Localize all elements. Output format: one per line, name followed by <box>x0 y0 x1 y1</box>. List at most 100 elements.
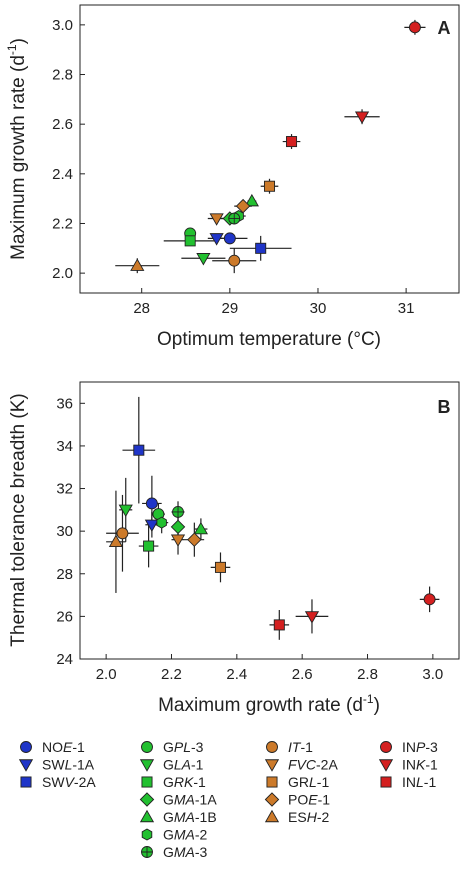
panel-b-marks <box>106 396 440 640</box>
legend-marker-INP-3 <box>380 741 392 753</box>
legend-label-INK-1: INK-1 <box>402 757 438 773</box>
panel-a-point-IT-1 <box>228 254 241 267</box>
panel-a-xtick-label: 29 <box>221 300 238 317</box>
legend-label-GMA-1B: GMA-1B <box>163 809 217 825</box>
panel-b-xlabel-sup: -1 <box>363 692 374 706</box>
panel-b-point-GMA-1A <box>170 519 186 535</box>
legend-label-IT-1: IT-1 <box>288 739 313 755</box>
legend-label-GLA-1: GLA-1 <box>163 757 204 773</box>
legend-label-GMA-3: GMA-3 <box>163 844 208 860</box>
legend-marker-POE-1 <box>264 792 280 807</box>
legend-marker-GLA-1 <box>139 759 155 772</box>
panel-b-xtick-label: 2.0 <box>96 666 117 683</box>
panel-a-point-SWV-2A <box>255 242 267 254</box>
panel-b-xtick-label: 2.8 <box>357 666 378 683</box>
panel-b-point-GRK-1 <box>143 540 155 552</box>
panel-b-ytick-label: 30 <box>56 523 73 540</box>
panel-a-xtick-label: 30 <box>310 300 327 317</box>
panel-b-point-GRL-1 <box>214 561 227 573</box>
panel-b-frame <box>79 381 460 660</box>
panel-b: 2.0 2.2 2.4 2.6 2.8 3.0 24 26 28 30 32 34 36 B Maxim… <box>8 381 460 716</box>
legend-marker-IT-1 <box>266 741 278 753</box>
panel-b-point-POE-1 <box>187 532 202 547</box>
legend-marker-SWL-1A <box>18 759 34 772</box>
panel-b-point-GMA-1B <box>193 521 208 535</box>
panel-a-point-INK-1 <box>354 111 370 124</box>
panel-b-xtick-label: 2.2 <box>161 666 182 683</box>
legend-marker-FVC-2A <box>264 759 280 772</box>
legend-marker-GRL-1 <box>266 776 278 788</box>
panel-a-point-GRL-1 <box>263 180 276 192</box>
legend-label-GPL-3: GPL-3 <box>163 739 204 755</box>
panel-b-ytick-label: 34 <box>56 438 73 455</box>
panel-b-point-GMA-2 <box>156 516 167 529</box>
panel-b-point-FVC-2A <box>170 534 186 547</box>
panel-a-point-GMA-3-cross <box>228 213 240 225</box>
panel-a-ylabel: Maximum growth rate (d-1) <box>5 38 29 260</box>
panel-a-ylabel-tail: ) <box>8 38 29 44</box>
legend-marker-INL-1 <box>380 776 392 788</box>
panel-b-point-SWV-2A <box>133 444 145 456</box>
panel-b-xlabel-tail: ) <box>374 695 380 716</box>
panel-a-ylabel-sup: -1 <box>5 44 19 55</box>
panel-b-ytick-label: 24 <box>56 651 73 668</box>
panel-a-point-INP-3 <box>408 21 421 34</box>
legend-marker-NOE-1 <box>20 741 32 753</box>
legend-label-INL-1: INL-1 <box>402 774 436 790</box>
panel-a: 28 29 30 31 2.0 2.2 2.4 2.6 2.8 3.0 A Optimum tem… <box>5 4 460 350</box>
legend-label-SWL-1A: SWL-1A <box>42 757 95 773</box>
panel-b-xtick-label: 2.4 <box>226 666 247 683</box>
panel-a-point-GMA-1B <box>244 193 259 207</box>
panel-b-point-INP-3 <box>423 593 436 606</box>
panel-b-point-GLA-1 <box>118 504 133 518</box>
panel-a-xtick-label: 28 <box>133 300 150 317</box>
panel-b-ytick-label: 36 <box>56 395 73 412</box>
legend-label-POE-1: POE-1 <box>288 792 330 808</box>
panel-b-point-SWL-1A <box>144 519 159 532</box>
panel-b-point-INL-1 <box>273 619 285 631</box>
panel-a-point-POE-1 <box>235 198 251 214</box>
legend-marker-ESH-2 <box>264 809 280 823</box>
panel-b-ytick-label: 26 <box>56 608 73 625</box>
legend-label-GMA-2: GMA-2 <box>163 827 208 843</box>
panel-b-xtick-label: 2.6 <box>292 666 313 683</box>
panel-a-point-GLA-1 <box>196 253 211 266</box>
panel-b-xtick-label: 3.0 <box>422 666 443 683</box>
legend-marker-SWV-2A <box>20 776 32 788</box>
panel-b-axes: 2.0 2.2 2.4 2.6 2.8 3.0 24 26 28 30 32 34 36 <box>56 395 443 683</box>
legend-marker-GMA-1A <box>139 792 155 807</box>
panel-a-axes: 28 29 30 31 2.0 2.2 2.4 2.6 2.8 3.0 <box>52 17 414 317</box>
panel-b-xlabel-main: Maximum growth rate (d <box>158 695 363 716</box>
panel-a-frame <box>79 4 460 294</box>
panel-a-ytick-label: 3.0 <box>52 17 73 34</box>
panel-a-ylabel-main: Maximum growth rate (d <box>8 55 29 260</box>
panel-a-point-GRK-1 <box>184 235 196 247</box>
panel-b-point-NOE-1 <box>145 497 158 510</box>
legend-label-FVC-2A: FVC-2A <box>288 757 338 773</box>
panel-a-xlabel: Optimum temperature (°C) <box>157 329 381 350</box>
legend-marker-GMA-2 <box>141 828 153 841</box>
panel-a-label: A <box>438 18 451 38</box>
panel-b-point-IT-1 <box>116 527 129 540</box>
legend-label-GRL-1: GRL-1 <box>288 774 329 790</box>
panel-a-xtick-label: 31 <box>398 300 415 317</box>
panel-b-point-INK-1 <box>304 611 320 624</box>
panel-a-point-FVC-2A <box>209 213 224 226</box>
panel-a-marks <box>115 19 426 274</box>
legend-marker-GPL-3 <box>141 741 153 753</box>
legend-marker-GMA-1B <box>139 809 155 823</box>
panel-a-point-ESH-2 <box>130 258 145 271</box>
panel-a-ytick-label: 2.8 <box>52 67 73 84</box>
panel-a-point-NOE-1 <box>223 232 236 245</box>
legend: NOE-1SWL-1ASWV-2AGPL-3GLA-1GRK-1GMA-1AGM… <box>18 739 438 860</box>
legend-label-ESH-2: ESH-2 <box>288 809 329 825</box>
legend-marker-GRK-1 <box>141 776 153 788</box>
panel-a-ytick-label: 2.6 <box>52 116 73 133</box>
legend-label-SWV-2A: SWV-2A <box>42 774 96 790</box>
panel-a-point-SWL-1A <box>209 233 224 246</box>
legend-marker-GMA-3-cross <box>141 846 153 858</box>
legend-marker-INK-1 <box>378 759 394 772</box>
legend-label-GRK-1: GRK-1 <box>163 774 206 790</box>
legend-label-NOE-1: NOE-1 <box>42 739 85 755</box>
